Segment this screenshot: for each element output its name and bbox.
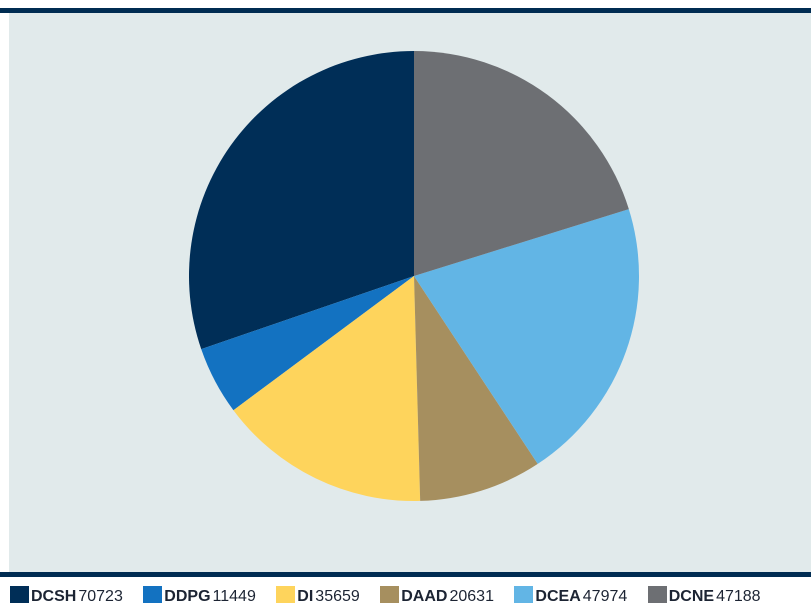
legend-label-daad: DAAD	[401, 588, 448, 605]
legend-value-dcne: 47188	[716, 588, 761, 605]
legend-swatch-dcea	[514, 586, 534, 603]
legend-value-dcsh: 70723	[78, 588, 123, 605]
legend-item-ddpg: DDPG 11449	[143, 586, 256, 608]
legend-value-di: 35659	[315, 588, 360, 605]
legend-label-dcea: DCEA	[535, 588, 581, 605]
pie-slice-dcea	[414, 209, 640, 464]
legend-value-ddpg: 11449	[212, 588, 256, 605]
bottom-rule	[0, 572, 811, 577]
legend-label-ddpg: DDPG	[164, 588, 211, 605]
legend-swatch-ddpg	[143, 586, 163, 603]
pie-slice-di	[233, 276, 421, 502]
legend-label-di: DI	[297, 588, 314, 605]
pie-slice-daad	[414, 276, 538, 501]
legend-item-dcsh: DCSH 70723	[10, 586, 123, 608]
top-rule	[0, 8, 811, 13]
legend-swatch-di	[276, 586, 296, 603]
pie-slice-dcne	[414, 51, 629, 276]
legend-label-dcsh: DCSH	[31, 588, 77, 605]
pie-slice-dcsh	[188, 50, 414, 350]
pie-slice-ddpg	[201, 276, 414, 411]
legend-item-dcea: DCEA 47974	[514, 586, 627, 608]
legend-value-dcea: 47974	[582, 588, 628, 605]
legend: DCSH 70723 DDPG 11449 DI 35659 DAAD 20631 DC…	[10, 586, 811, 608]
legend-swatch-dcsh	[10, 586, 29, 603]
legend-value-daad: 20631	[449, 588, 494, 605]
legend-item-daad: DAAD 20631	[380, 586, 494, 608]
legend-item-dcne: DCNE 47188	[647, 586, 761, 608]
legend-swatch-dcne	[647, 586, 667, 603]
legend-swatch-daad	[380, 586, 400, 603]
legend-item-di: DI 35659	[276, 586, 360, 608]
legend-label-dcne: DCNE	[668, 588, 715, 605]
